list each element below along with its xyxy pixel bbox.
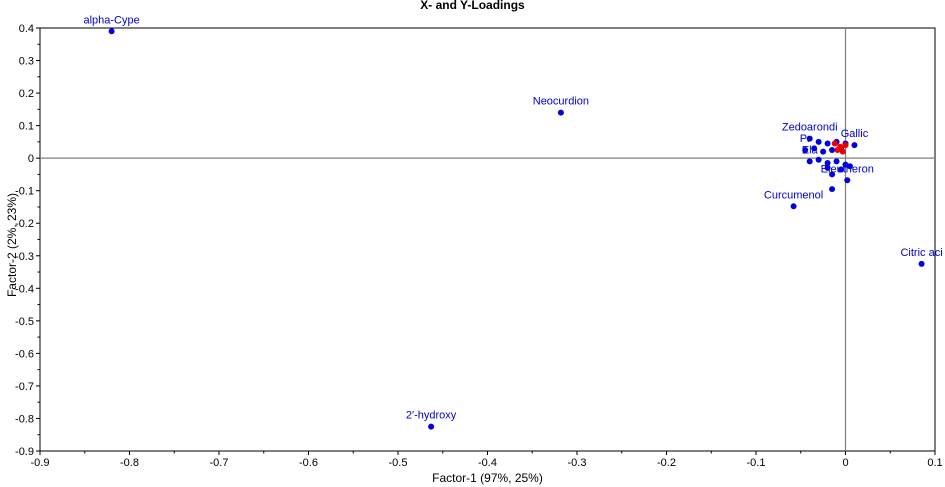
data-point xyxy=(829,186,836,193)
x-tick-label: -0.9 xyxy=(31,457,50,469)
point-label: Pr xyxy=(800,133,811,145)
data-point xyxy=(824,160,831,167)
data-point xyxy=(815,156,822,163)
x-tick-label: 0 xyxy=(842,457,848,469)
y-tick-label: -0.5 xyxy=(15,316,34,328)
chart-title: X- and Y-Loadings xyxy=(420,0,525,12)
data-point xyxy=(802,147,809,154)
data-point xyxy=(108,28,115,35)
y-tick-label: 0.4 xyxy=(19,23,34,35)
data-point xyxy=(806,158,813,165)
y-tick-label: 0.2 xyxy=(19,88,34,100)
data-point xyxy=(838,166,845,173)
x-tick-label: -0.5 xyxy=(389,457,408,469)
point-label: Neocurdion xyxy=(533,96,589,108)
data-point xyxy=(851,142,858,149)
x-tick-label: -0.8 xyxy=(120,457,139,469)
plot-frame xyxy=(39,27,936,452)
zero-lines xyxy=(40,28,935,451)
y-data-point xyxy=(842,142,849,149)
y-data-point xyxy=(831,140,838,147)
y-tick-label: -0.7 xyxy=(15,381,34,393)
data-point xyxy=(815,138,822,145)
point-label: Citric aci xyxy=(900,247,942,259)
data-point xyxy=(806,135,813,142)
y-tick-label: -0.6 xyxy=(15,348,34,360)
y-axis-label: Factor-2 (2%, 23%) xyxy=(5,192,19,298)
x-tick-label: -0.4 xyxy=(478,457,497,469)
point-label: Zedoarondi xyxy=(782,122,838,134)
data-point xyxy=(829,171,836,178)
data-point xyxy=(918,260,925,267)
data-point xyxy=(824,164,831,171)
y-data-point xyxy=(834,147,841,154)
data-point xyxy=(829,147,836,154)
data-point xyxy=(824,140,831,147)
x-tick-label: -0.2 xyxy=(657,457,676,469)
x-tick-label: -0.7 xyxy=(210,457,229,469)
ticks: -0.9 -0.8 -0.7 -0.6 -0.5 -0.4 -0.3 -0.2 -0.1 0 0.1… xyxy=(15,23,943,469)
y-loading-points xyxy=(831,140,849,155)
x-tick-label: -0.1 xyxy=(747,457,766,469)
point-label: Gallic xyxy=(841,128,869,140)
data-point xyxy=(428,423,435,430)
data-point xyxy=(790,203,797,210)
y-tick-label: 0 xyxy=(28,153,34,165)
y-tick-label: -0.9 xyxy=(15,446,34,458)
point-label: Curcumenol xyxy=(764,189,823,201)
axes-frame xyxy=(39,27,936,452)
x-axis-label: Factor-1 (97%, 25%) xyxy=(432,471,543,485)
x-tick-label: -0.3 xyxy=(568,457,587,469)
y-tick-label: -0.8 xyxy=(15,413,34,425)
data-point xyxy=(844,177,851,184)
x-tick-label: 0.1 xyxy=(927,457,942,469)
y-tick-label: -0.4 xyxy=(15,283,34,295)
y-data-point xyxy=(839,148,846,155)
data-point xyxy=(557,109,564,116)
y-tick-label: -0.3 xyxy=(15,251,34,263)
y-tick-label: -0.1 xyxy=(15,186,34,198)
x-tick-label: -0.6 xyxy=(299,457,318,469)
y-tick-label: -0.2 xyxy=(15,218,34,230)
data-point xyxy=(833,158,840,165)
y-tick-label: 0.3 xyxy=(19,56,34,68)
point-label: Ela xyxy=(802,144,819,156)
data-point xyxy=(846,163,853,170)
x-loading-points: alpha-Cype Neocurdion 2'-hydroxy Curcumenol… xyxy=(83,14,943,430)
point-label: alpha-Cype xyxy=(83,14,139,26)
data-point xyxy=(811,145,818,152)
y-tick-label: 0.1 xyxy=(19,121,34,133)
point-label: 2'-hydroxy xyxy=(406,410,457,422)
data-point xyxy=(820,148,827,155)
